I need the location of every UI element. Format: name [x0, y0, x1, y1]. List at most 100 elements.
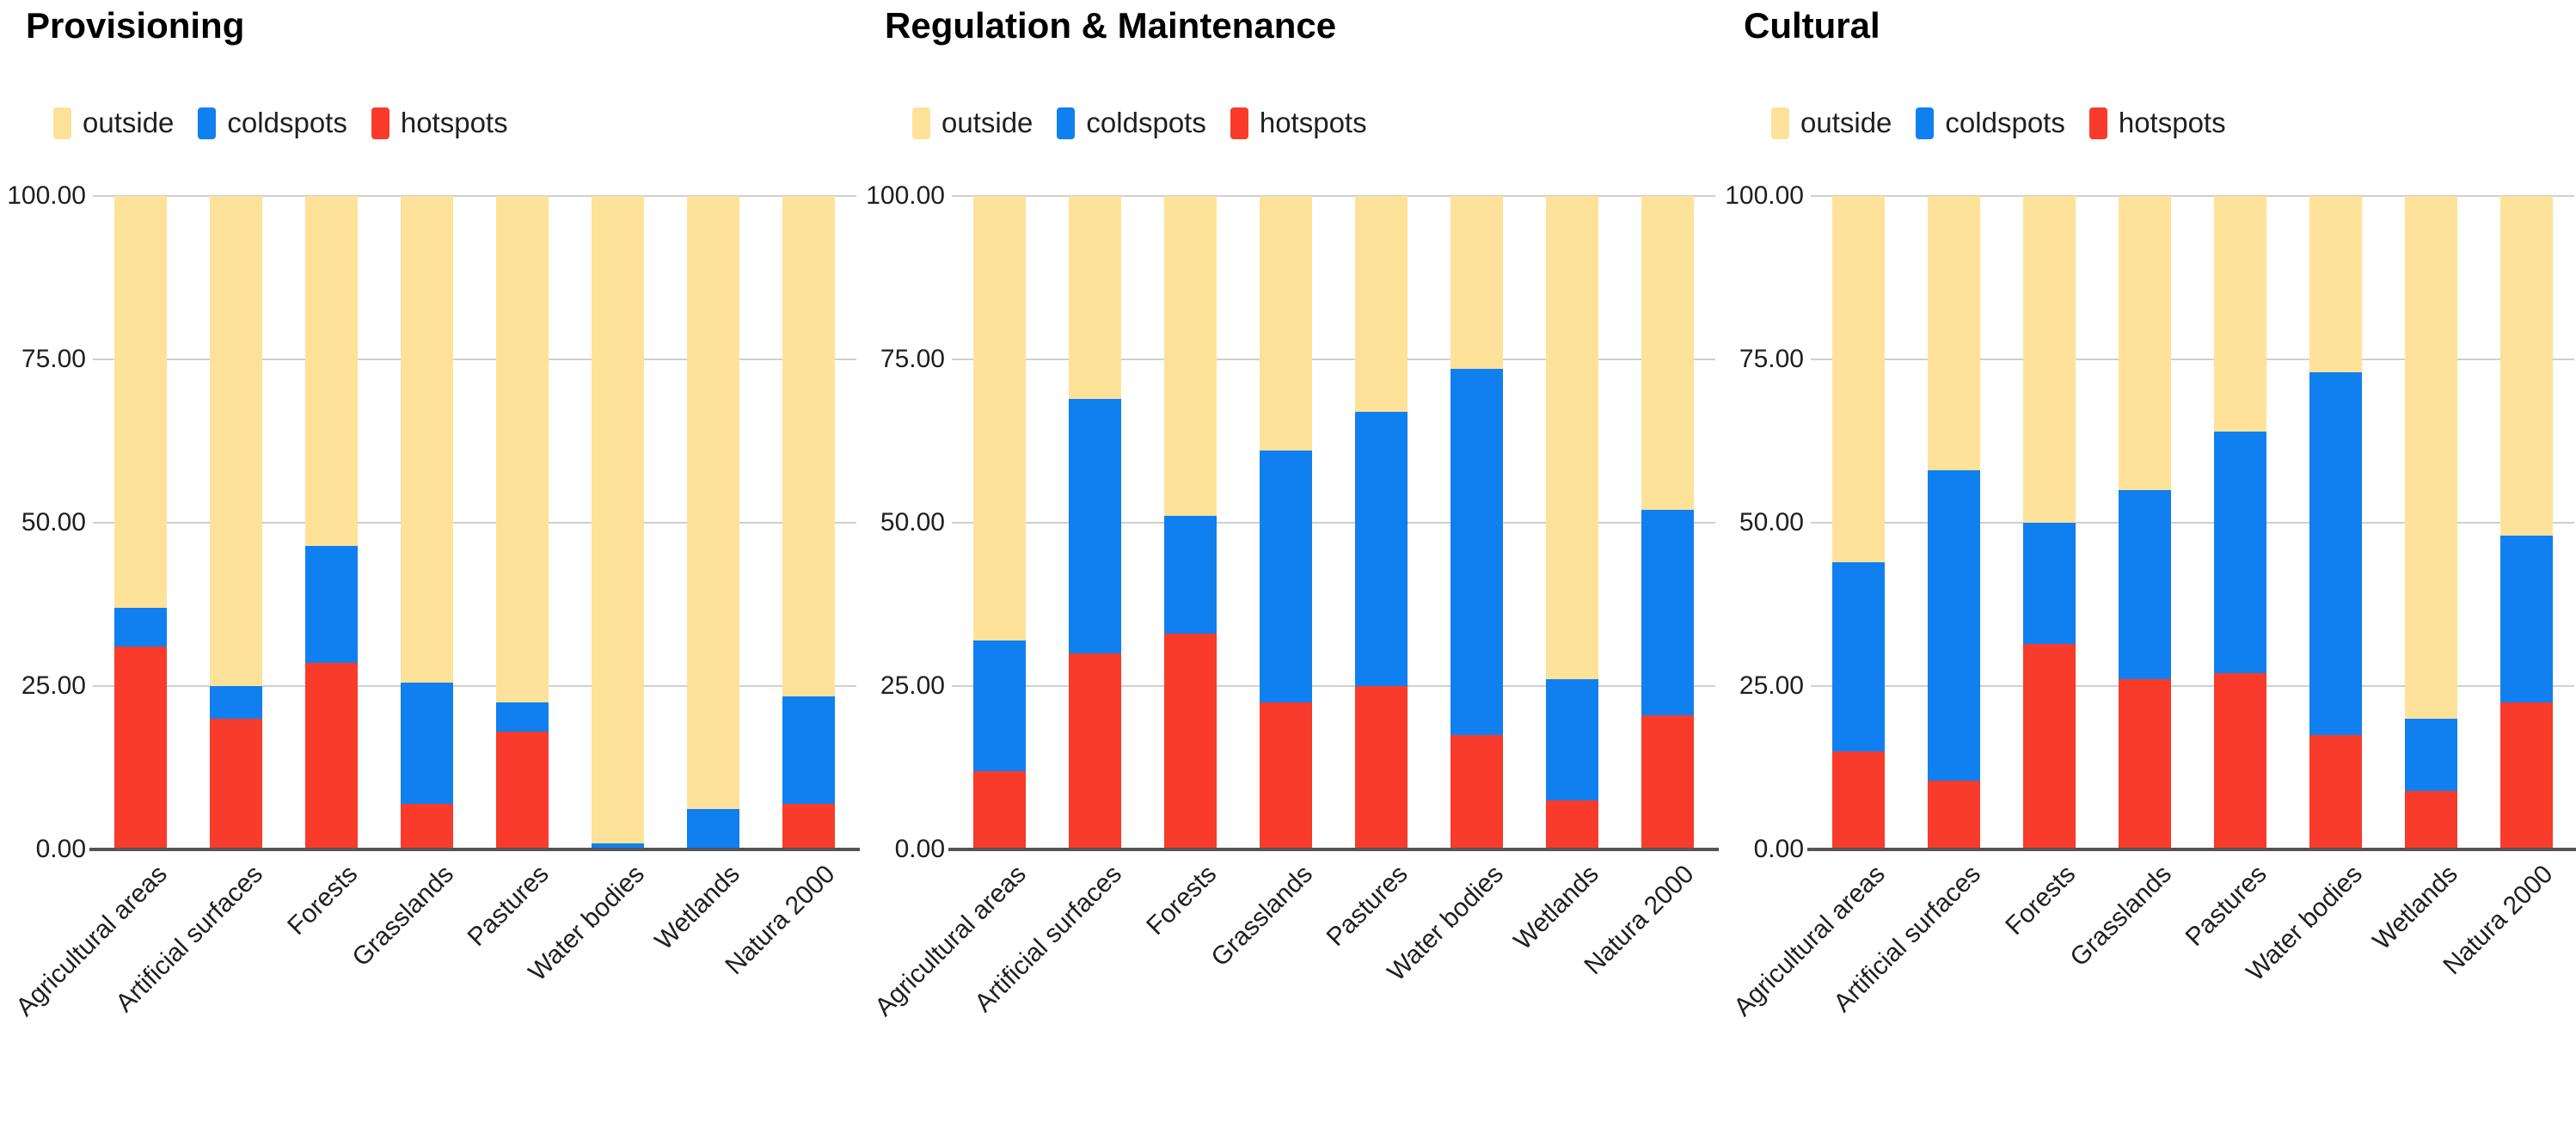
y-axis-tick-label: 25.00	[1739, 671, 1804, 700]
y-axis-tick-label: 100.00	[7, 181, 86, 210]
bar-slot-grasslands	[1238, 196, 1334, 849]
hotspots-swatch-icon	[1230, 107, 1248, 139]
x-axis-label: Wetlands	[1508, 860, 1604, 956]
hotspots-segment	[495, 732, 549, 849]
coldspots-segment	[782, 696, 836, 804]
legend-label: outside	[83, 107, 175, 138]
bar-slot-artificial-surfaces	[1047, 196, 1143, 849]
outside-swatch-icon	[53, 107, 71, 139]
stacked-bar	[1068, 196, 1122, 849]
legend-item-hotspots: hotspots	[2088, 107, 2226, 139]
bar-slot-artificial-surfaces	[188, 196, 284, 849]
outside-swatch-icon	[912, 107, 930, 139]
stacked-bar	[2213, 196, 2267, 849]
x-axis-labels: Agricultural areas Artificial surfaces For…	[1728, 860, 2574, 1118]
outside-segment	[113, 196, 168, 608]
bar-slot-forests	[284, 196, 379, 849]
coldspots-segment	[2309, 372, 2363, 735]
gridline	[93, 685, 856, 687]
stacked-bar	[1354, 196, 1408, 849]
stacked-bar	[1831, 196, 1886, 849]
plot-area	[948, 195, 1719, 851]
gridline	[952, 195, 1715, 197]
y-axis-tick-label: 25.00	[880, 671, 945, 700]
legend-label: coldspots	[227, 107, 347, 138]
outside-segment	[782, 196, 836, 697]
hotspots-segment	[2213, 672, 2267, 849]
coldspots-swatch-icon	[1916, 107, 1935, 139]
plot-area	[1807, 195, 2576, 851]
x-axis-label: Grasslands	[2064, 860, 2177, 972]
stacked-bar	[1259, 196, 1313, 849]
y-axis-tick-label: 75.00	[880, 345, 945, 373]
coldspots-segment	[1641, 509, 1695, 716]
chart-regulation-maintenance: Regulation & Maintenance outside coldspots…	[859, 0, 1719, 1134]
y-axis-tick-label: 75.00	[21, 345, 86, 373]
x-axis-labels: Agricultural areas Artificial surfaces For…	[10, 860, 856, 1118]
gridline	[93, 195, 856, 197]
legend-item-coldspots: coldspots	[1916, 107, 2065, 139]
legend-item-coldspots: coldspots	[198, 107, 347, 139]
x-axis-label: Grasslands	[1205, 860, 1318, 972]
gridline	[1811, 522, 2574, 524]
stacked-bar	[495, 196, 549, 849]
plot-area	[89, 195, 860, 851]
gridline	[952, 522, 1715, 524]
chart-title: Cultural	[1744, 5, 1880, 46]
coldspots-segment	[1545, 679, 1599, 800]
legend: outside coldspots hotspots	[53, 107, 508, 139]
legend-item-hotspots: hotspots	[1230, 107, 1367, 139]
legend-label: hotspots	[400, 107, 508, 138]
hotspots-segment	[1831, 751, 1886, 849]
coldspots-segment	[495, 702, 549, 733]
bar-slot-forests	[1143, 196, 1238, 849]
gridline	[93, 359, 856, 360]
y-axis-tick-label: 50.00	[1739, 508, 1804, 536]
x-axis-label: Forests	[282, 860, 364, 941]
stacked-bar	[2118, 196, 2172, 849]
coldspots-segment	[1450, 369, 1504, 735]
hotspots-segment	[1259, 702, 1313, 849]
hotspots-segment	[304, 663, 359, 849]
y-axis-tick-label: 25.00	[21, 671, 86, 700]
chart-title: Regulation & Maintenance	[885, 5, 1337, 46]
bar-slot-pastures	[1334, 196, 1429, 849]
hotspots-segment	[113, 647, 168, 849]
x-axis-label: Pastures	[2180, 860, 2272, 953]
y-axis-tick-label: 0.00	[894, 835, 945, 863]
bar-slot-water-bodies	[2288, 196, 2383, 849]
stacked-bar	[1641, 196, 1695, 849]
bar-slot-forests	[2002, 196, 2097, 849]
bar-slot-natura-2000	[2479, 196, 2574, 849]
legend-item-outside: outside	[1771, 107, 1892, 139]
bar-slot-water-bodies	[570, 196, 665, 849]
stacked-bar	[2499, 196, 2554, 849]
y-axis-tick-label: 50.00	[880, 508, 945, 536]
bar-slot-natura-2000	[761, 196, 856, 849]
x-axis-label: Forests	[1141, 860, 1223, 941]
gridline	[1811, 685, 2574, 687]
stacked-bar	[782, 196, 836, 849]
outside-segment	[686, 196, 740, 809]
bar-slot-wetlands	[2383, 196, 2479, 849]
stacked-bar	[1927, 196, 1981, 849]
coldspots-swatch-icon	[1057, 107, 1076, 139]
hotspots-segment	[2499, 702, 2554, 849]
x-axis-line	[1807, 848, 2576, 851]
coldspots-segment	[2022, 523, 2076, 644]
bar-slot-artificial-surfaces	[1906, 196, 2002, 849]
outside-segment	[1450, 196, 1504, 370]
legend-item-coldspots: coldspots	[1057, 107, 1206, 139]
coldspots-segment	[2118, 490, 2172, 680]
bar-slot-agricultural-areas	[93, 196, 188, 849]
hotspots-segment	[209, 719, 263, 849]
legend-label: hotspots	[2118, 107, 2226, 138]
stacked-bar	[1545, 196, 1599, 849]
gridline	[93, 522, 856, 524]
bar-slot-grasslands	[379, 196, 475, 849]
stacked-bar	[2404, 196, 2458, 849]
coldspots-segment	[1163, 516, 1217, 634]
hotspots-swatch-icon	[2088, 107, 2107, 139]
outside-segment	[1163, 196, 1217, 517]
